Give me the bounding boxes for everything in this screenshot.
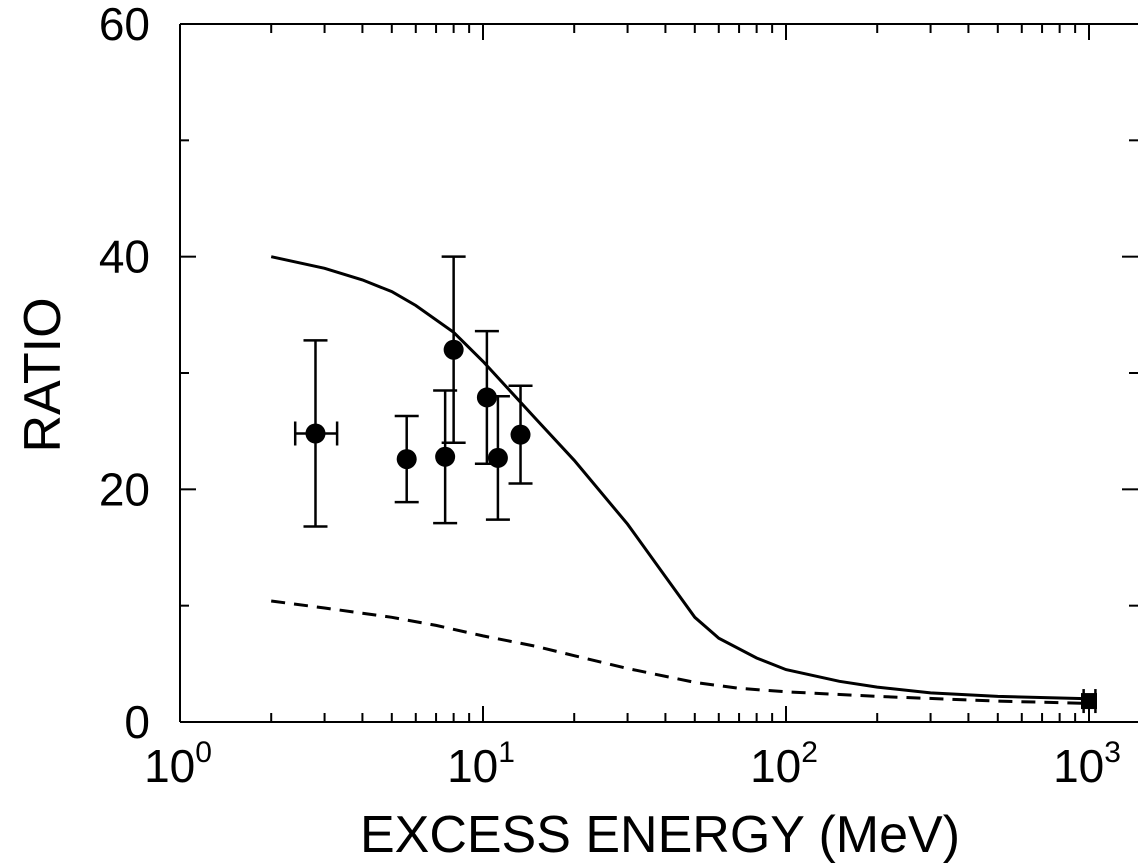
data-point-1 <box>394 414 419 504</box>
circle-marker <box>443 339 464 360</box>
circle-marker <box>435 446 456 467</box>
y-axis-title: RATIO <box>14 297 72 452</box>
data-point-5 <box>485 395 510 521</box>
y-tick-label-0: 0 <box>124 696 150 748</box>
y-tick-label-1: 20 <box>99 463 150 515</box>
points-layer <box>293 255 1097 714</box>
series-line-dashed <box>271 599 1090 705</box>
circle-marker <box>305 423 326 444</box>
x-tick-exponent: 3 <box>1104 736 1121 769</box>
ticks <box>179 23 1138 723</box>
x-tick-exponent: 0 <box>195 736 212 769</box>
y-tick-label-2: 40 <box>99 231 150 283</box>
plot-frame <box>179 23 1138 723</box>
x-tick-exponent: 1 <box>498 736 515 769</box>
series-line-solid <box>270 255 1090 701</box>
x-tick-base: 10 <box>750 740 801 792</box>
data-point-0 <box>293 339 339 528</box>
x-tick-label-1: 101 <box>447 736 515 792</box>
x-tick-label-3: 103 <box>1053 736 1121 792</box>
square-marker <box>1081 693 1097 710</box>
x-tick-base: 10 <box>1053 740 1104 792</box>
x-tick-base: 10 <box>447 740 498 792</box>
series-layer <box>270 255 1090 705</box>
x-tick-base: 10 <box>144 740 195 792</box>
data-point-6 <box>508 384 533 485</box>
circle-marker <box>487 447 508 468</box>
x-tick-label-0: 100 <box>144 736 212 792</box>
circle-marker <box>510 424 531 445</box>
data-point-7 <box>1081 689 1097 714</box>
data-point-3 <box>441 255 466 445</box>
x-axis-title: EXCESS ENERGY (MeV) <box>360 806 960 864</box>
circle-marker <box>396 449 417 470</box>
y-tick-label-3: 60 <box>99 0 150 50</box>
x-tick-label-2: 102 <box>750 736 818 792</box>
x-tick-exponent: 2 <box>801 736 818 769</box>
